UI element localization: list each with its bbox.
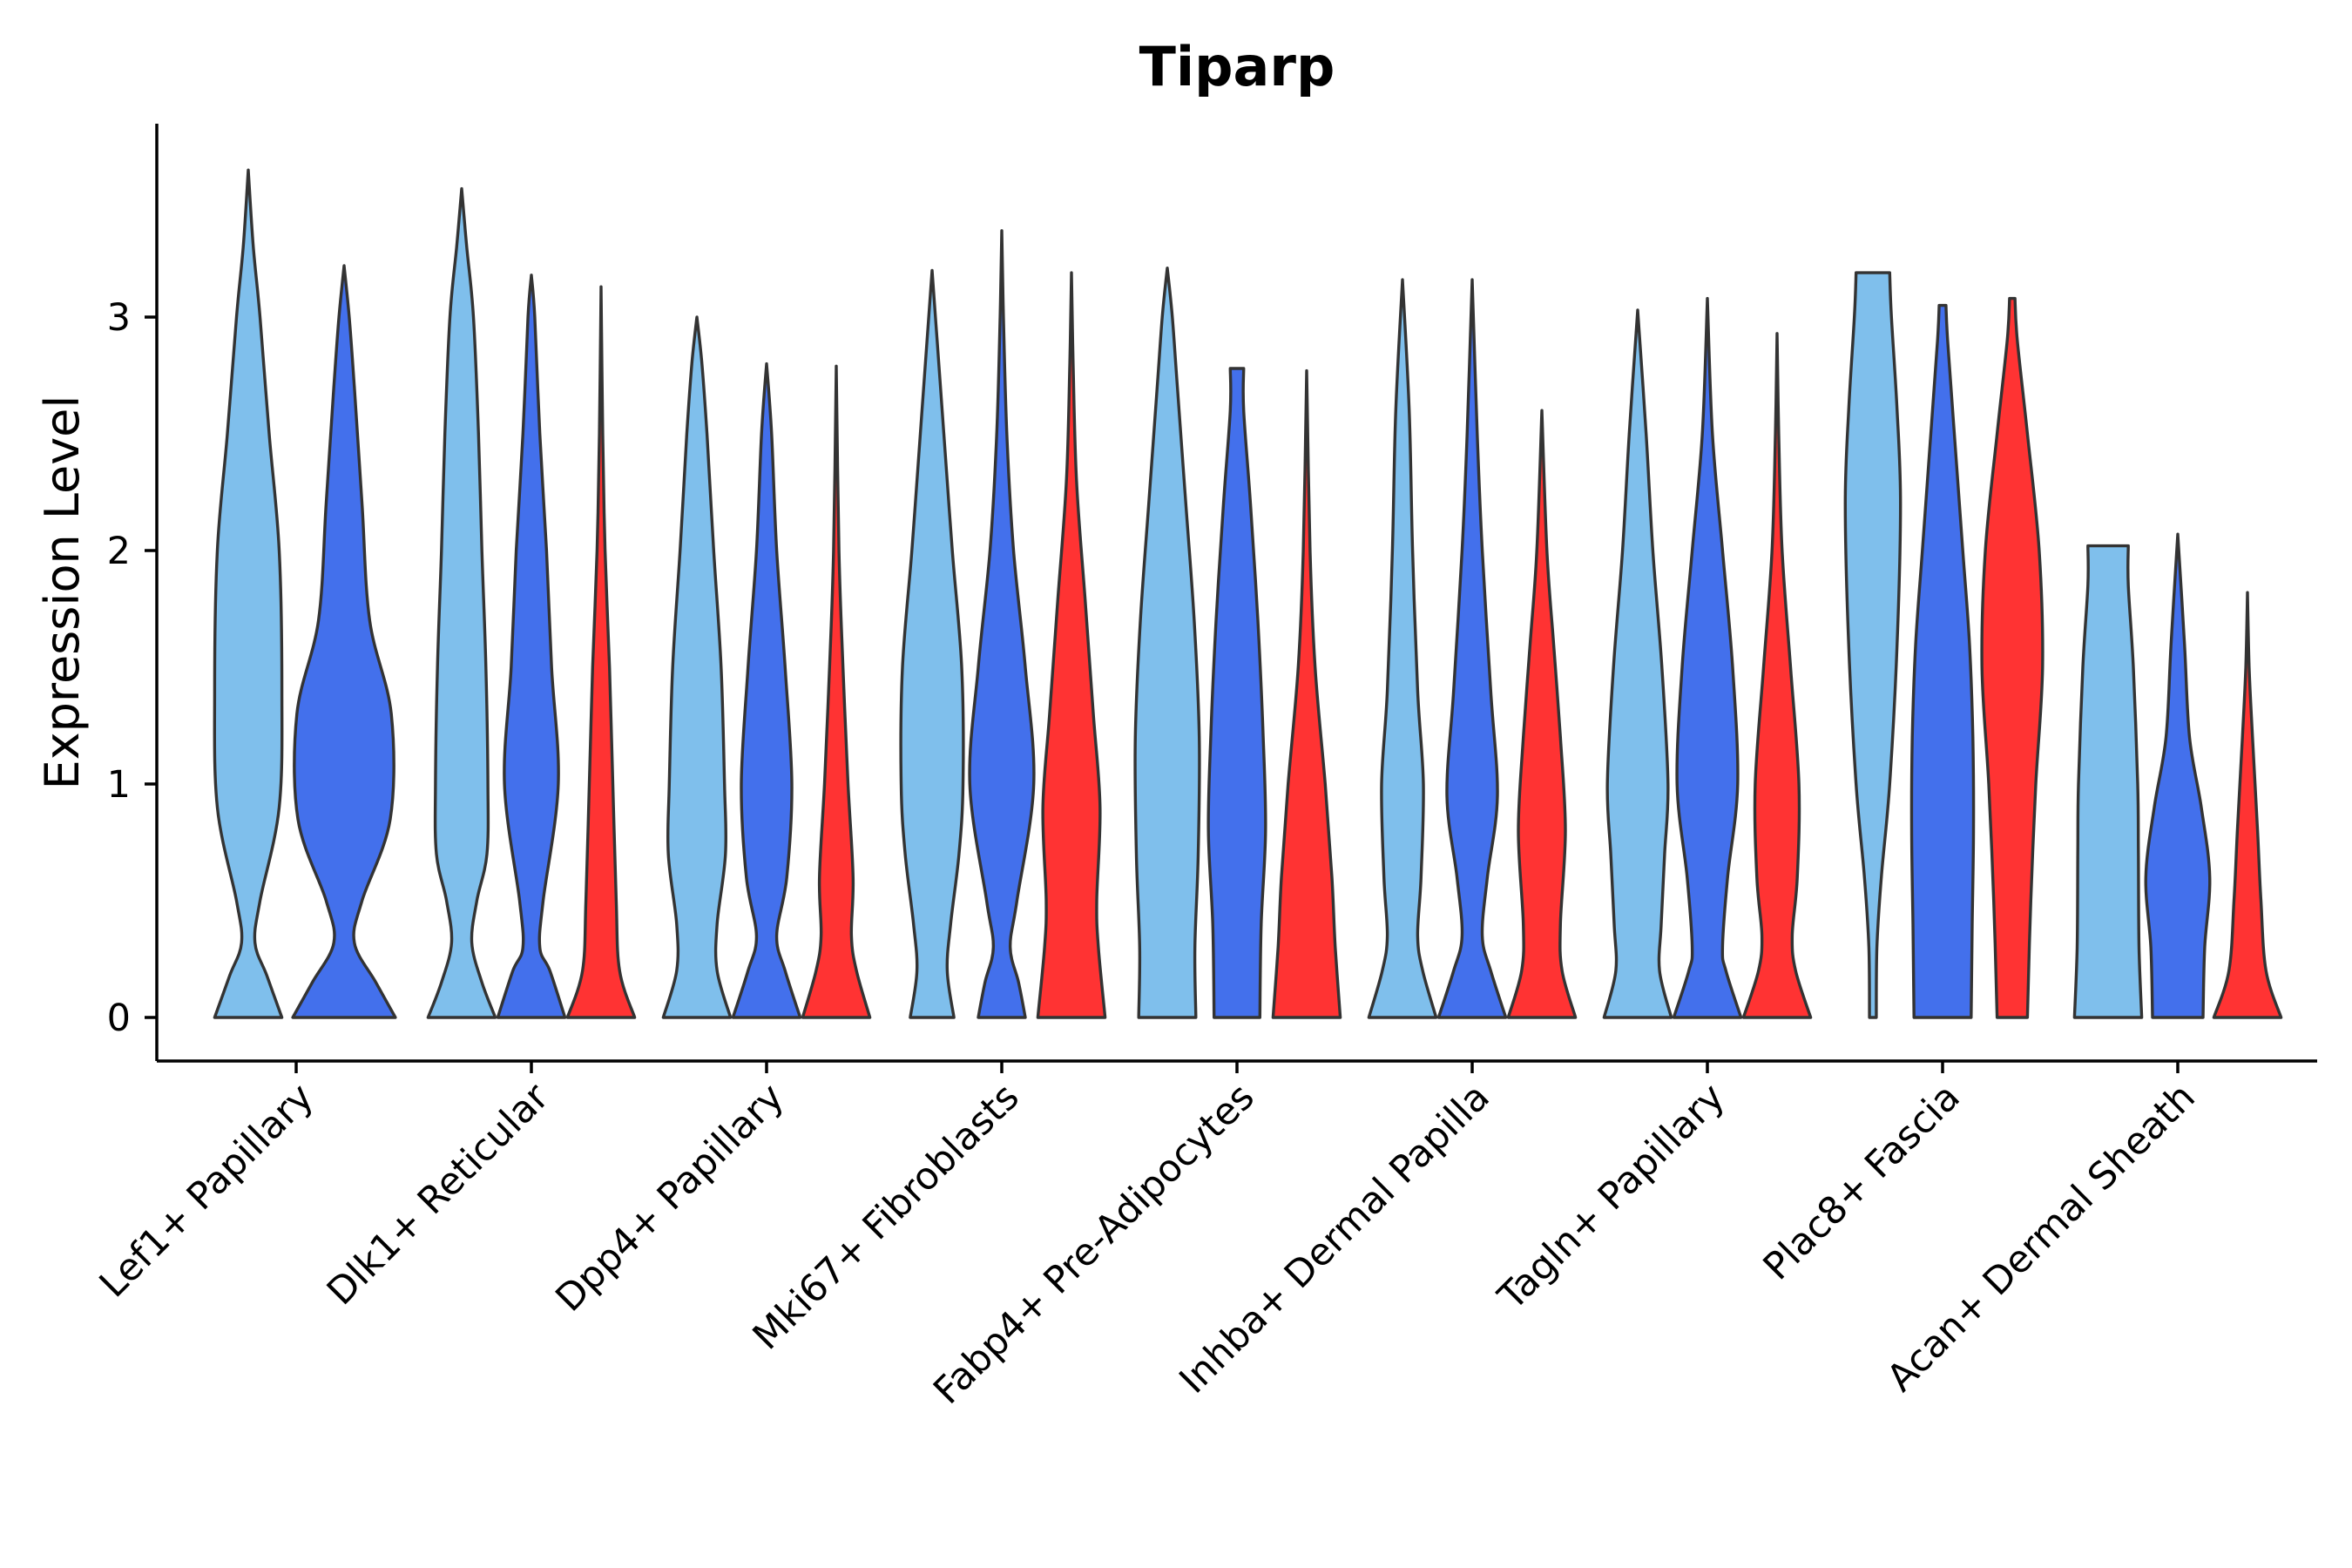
violin-1-1 [213, 168, 284, 1019]
violin-3-4 [1036, 271, 1107, 1019]
violin-3-9 [2212, 591, 2283, 1019]
violin-2-6 [1436, 278, 1508, 1019]
y-ticks: 0 1 2 3 [107, 296, 157, 1040]
violins-layer [213, 168, 2283, 1019]
violin-1-5 [1133, 267, 1201, 1019]
violin-3-3 [801, 364, 872, 1019]
violin-3-5 [1271, 368, 1342, 1019]
violin-2-4 [968, 229, 1036, 1019]
x-tick-label: Dlk1+ Reticular [319, 1075, 558, 1314]
violin-3-8 [1980, 296, 2044, 1019]
violin-3-2 [565, 285, 637, 1019]
violin-2-7 [1672, 296, 1743, 1019]
violin-3-7 [1741, 332, 1813, 1019]
y-tick-label: 0 [107, 997, 131, 1040]
y-tick-label: 1 [107, 763, 131, 807]
y-axis-label: Expression Level [35, 395, 90, 790]
x-tick-label: Plac8+ Fascia [1755, 1075, 1969, 1288]
chart-title: Tiparp [1139, 35, 1335, 98]
violin-3-6 [1506, 409, 1578, 1019]
violin-1-2 [426, 186, 497, 1019]
violin-1-9 [2072, 544, 2144, 1019]
x-tick-label: Dpp4+ Papillary [548, 1075, 793, 1320]
violin-2-8 [1909, 303, 1976, 1019]
violin-2-2 [496, 274, 567, 1019]
violin-1-7 [1602, 308, 1673, 1019]
x-tick-label: Lef1+ Papillary [91, 1075, 322, 1306]
y-tick-label: 3 [107, 296, 131, 340]
violin-1-4 [899, 268, 965, 1019]
violin-2-9 [2144, 532, 2212, 1019]
violin-1-3 [661, 315, 733, 1019]
y-tick-label: 2 [107, 530, 131, 573]
violin-2-1 [291, 264, 397, 1019]
violin-1-6 [1367, 278, 1438, 1019]
x-tick-label: Mki67+ Fibroblasts [745, 1075, 1028, 1358]
x-tick-label: Tagln+ Papillary [1490, 1075, 1734, 1319]
violin-2-3 [731, 362, 802, 1019]
violin-2-5 [1206, 367, 1267, 1019]
violin-1-8 [1843, 271, 1903, 1019]
